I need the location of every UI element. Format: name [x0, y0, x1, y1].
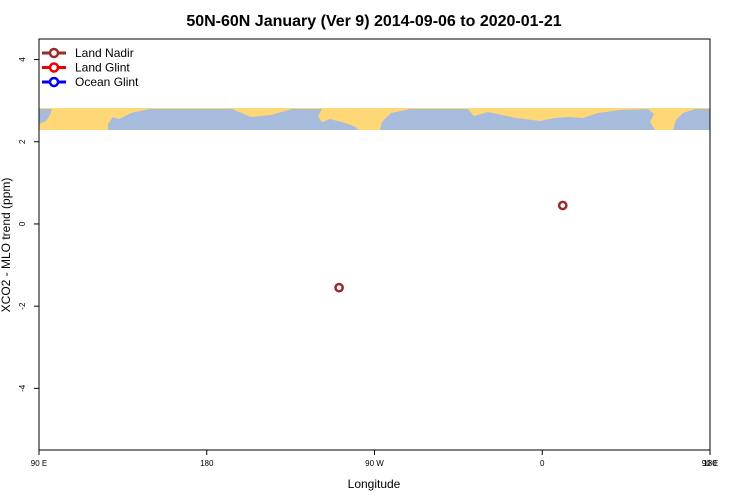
y-tick-label: 4 [18, 57, 27, 62]
x-tick-label: 180 [703, 459, 717, 468]
x-tick-label: 90 W [365, 459, 384, 468]
x-tick-label: 90 E [702, 459, 718, 468]
y-axis-label: XCO2 - MLO trend (ppm) [0, 178, 13, 313]
y-tick-label: 2 [18, 139, 27, 144]
map-strip [39, 108, 710, 130]
legend-marker [48, 62, 60, 73]
map-strip-ocean [39, 109, 52, 124]
map-strip-ocean [673, 109, 710, 130]
legend-label: Ocean Glint [75, 75, 139, 89]
data-point [557, 200, 568, 211]
y-tick-label: -2 [18, 302, 27, 310]
data-points [334, 200, 568, 293]
chart-title: 50N-60N January (Ver 9) 2014-09-06 to 20… [186, 13, 561, 30]
x-axis-label: Longitude [348, 477, 401, 491]
y-axis: 4 2 0 -2 -4 [18, 57, 39, 392]
data-point [334, 282, 344, 293]
y-tick-label: 0 [18, 221, 27, 226]
legend-marker [48, 76, 60, 88]
legend-label: Land Glint [75, 61, 130, 75]
legend-label: Land Nadir [75, 46, 134, 60]
y-tick-label: -4 [18, 384, 27, 392]
plot-frame [38, 38, 711, 451]
x-tick-label: 180 [200, 459, 214, 468]
map-strip-ocean [380, 109, 655, 130]
x-tick-label: 0 [540, 459, 545, 468]
x-tick-label: 90 E [31, 459, 47, 468]
legend-marker [48, 47, 60, 59]
map-strip-ocean [108, 109, 358, 130]
